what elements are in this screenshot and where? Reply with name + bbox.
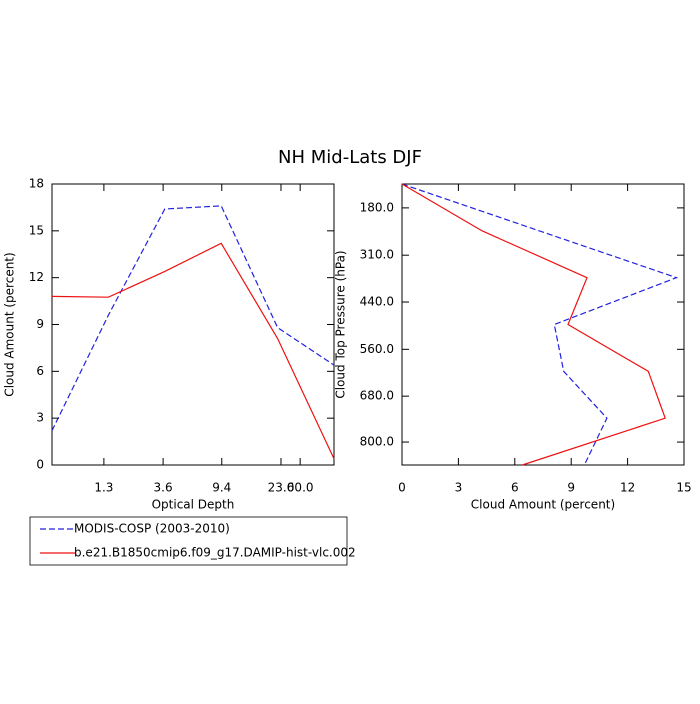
x-tick-label: 12 bbox=[620, 481, 635, 495]
legend-label: b.e21.B1850cmip6.f09_g17.DAMIP-hist-vlc.… bbox=[74, 546, 356, 560]
y-tick-label: 6 bbox=[36, 364, 44, 378]
x-tick-label: 9 bbox=[567, 481, 575, 495]
series-line bbox=[51, 205, 335, 431]
y-tick-label: 0 bbox=[36, 458, 44, 472]
series-line bbox=[401, 183, 679, 466]
y-tick-label: 180.0 bbox=[360, 200, 394, 214]
x-tick-label: 15 bbox=[676, 481, 691, 495]
legend-label: MODIS-COSP (2003-2010) bbox=[74, 522, 230, 536]
y-axis-label: Cloud Amount (percent) bbox=[3, 252, 17, 396]
x-tick-label: 60.0 bbox=[287, 481, 314, 495]
y-tick-label: 560.0 bbox=[360, 342, 394, 356]
x-axis-label: Optical Depth bbox=[152, 498, 235, 512]
y-axis-label: Cloud Top Pressure (hPa) bbox=[334, 250, 348, 398]
y-tick-label: 15 bbox=[29, 223, 44, 237]
legend-box bbox=[29, 516, 348, 566]
y-tick-label: 12 bbox=[29, 270, 44, 284]
series-line bbox=[51, 242, 335, 460]
x-axis-label: Cloud Amount (percent) bbox=[471, 498, 615, 512]
x-tick-label: 3 bbox=[455, 481, 463, 495]
y-tick-label: 680.0 bbox=[360, 389, 394, 403]
plot-frame bbox=[401, 183, 685, 466]
y-tick-label: 440.0 bbox=[360, 295, 394, 309]
y-tick-label: 3 bbox=[36, 411, 44, 425]
x-tick-label: 0 bbox=[398, 481, 406, 495]
x-tick-label: 3.6 bbox=[154, 481, 173, 495]
y-tick-label: 18 bbox=[29, 177, 44, 191]
y-tick-label: 800.0 bbox=[360, 435, 394, 449]
y-tick-label: 9 bbox=[36, 317, 44, 331]
x-tick-label: 9.4 bbox=[212, 481, 231, 495]
x-tick-label: 23.0 bbox=[268, 481, 295, 495]
chart-title: NH Mid-Lats DJF bbox=[278, 147, 422, 168]
x-tick-label: 1.3 bbox=[94, 481, 113, 495]
series-line bbox=[401, 183, 666, 466]
y-tick-label: 310.0 bbox=[360, 248, 394, 262]
x-tick-label: 6 bbox=[511, 481, 519, 495]
